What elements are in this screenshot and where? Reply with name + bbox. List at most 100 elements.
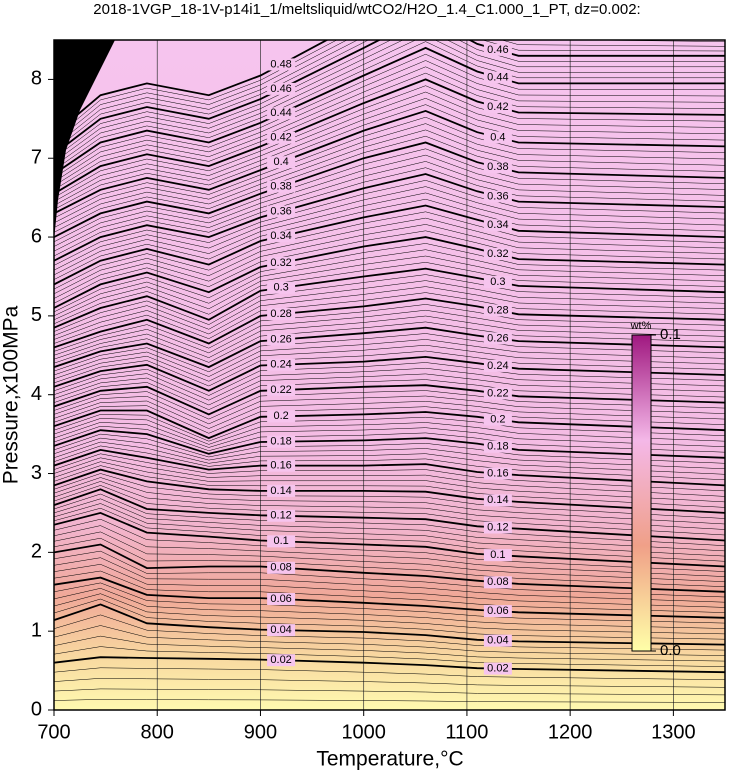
contour-label: 0.44 (270, 107, 291, 119)
contour-label-group: 0.38 (483, 161, 512, 174)
minor-contour (54, 503, 725, 557)
contour-label: 0.06 (487, 605, 508, 617)
contour-label-group: 0.32 (483, 248, 512, 261)
contour-line (54, 40, 329, 136)
contour-label-group: 0.34 (483, 219, 512, 232)
contour-label: 0.16 (270, 460, 291, 472)
contour-label: 0.18 (487, 441, 508, 453)
contour-label: 0.38 (487, 161, 508, 173)
minor-contour (54, 400, 725, 429)
contour-label-bg (483, 332, 512, 345)
contour-label-group: 0.1 (483, 549, 512, 562)
contour-label: 0.12 (487, 521, 508, 533)
minor-contour (54, 154, 725, 247)
contour-label: 0.32 (270, 257, 291, 269)
y-tick-label: 1 (31, 619, 42, 641)
contour-label-bg (483, 248, 512, 261)
contour-label-bg (483, 219, 512, 232)
contour-label: 0.28 (270, 308, 291, 320)
minor-contour (54, 481, 725, 530)
contour-label-group: 0.08 (267, 562, 296, 574)
contour-label-group: 0.06 (267, 593, 296, 606)
minor-contour (54, 91, 725, 202)
contour-label-group: 0.44 (267, 107, 296, 120)
minor-contour (54, 688, 725, 696)
contour-label-group: 0.36 (267, 205, 296, 218)
minor-contour (54, 40, 725, 147)
x-axis-label: Temperature,°C (316, 748, 463, 771)
contour-label-group: 0.12 (483, 521, 512, 534)
contour-label: 0.36 (270, 205, 291, 217)
x-tick-label: 800 (141, 721, 174, 743)
minor-contour (54, 98, 725, 206)
contour-label-bg (483, 304, 512, 317)
contour-label: 0.3 (490, 276, 505, 288)
minor-contour (54, 339, 725, 377)
minor-contour (54, 564, 725, 608)
contour-label-bg (267, 593, 296, 606)
contour-label-bg (267, 410, 296, 423)
contour-label: 0.12 (270, 510, 291, 522)
contour-label-bg (267, 358, 296, 371)
contour-label-group: 0.48 (267, 58, 296, 71)
contour-label-bg (483, 605, 512, 618)
contour-label-group: 0.18 (483, 441, 512, 453)
y-tick-label: 3 (31, 462, 42, 484)
minor-contour (54, 422, 725, 448)
contour-label: 0.38 (270, 181, 291, 193)
contour-label-bg (483, 131, 512, 144)
minor-contour (54, 40, 725, 167)
contour-label: 0.32 (487, 248, 508, 260)
contour-label: 0.2 (273, 410, 288, 422)
contour-label-bg (267, 82, 296, 95)
contour-label-group: 0.3 (483, 276, 512, 288)
contour-label-group: 0.02 (483, 663, 512, 675)
contour-label: 0.06 (270, 593, 291, 605)
minor-contour (54, 477, 725, 525)
minor-contour (54, 280, 725, 336)
minor-contour (54, 593, 725, 635)
contour-label-group: 0.1 (267, 535, 296, 548)
contour-label: 0.22 (487, 387, 508, 399)
contour-label: 0.22 (270, 384, 291, 396)
contour-label-bg (267, 535, 296, 548)
minor-contour (54, 224, 725, 299)
contour-label-group: 0.16 (267, 460, 296, 472)
contour-label: 0.44 (487, 71, 508, 83)
contour-label-group: 0.42 (483, 101, 512, 113)
minor-contour (54, 217, 725, 295)
contour-label-bg (483, 494, 512, 507)
contour-label-bg (483, 101, 512, 113)
minor-contour (54, 678, 725, 688)
minor-contour (54, 161, 725, 252)
minor-contour (54, 60, 725, 183)
minor-contour (54, 699, 725, 703)
contour-label: 0.18 (270, 436, 291, 448)
contour-label-bg (267, 281, 296, 294)
contour-label-group: 0.42 (267, 132, 296, 144)
colorbar-label: wt% (630, 320, 652, 332)
x-tick-label: 1000 (341, 721, 386, 743)
minor-contour (54, 373, 725, 406)
minor-contour (54, 40, 725, 163)
contour-label-group: 0.32 (267, 257, 296, 269)
contour-label-group: 0.46 (267, 82, 296, 95)
y-tick-label: 0 (31, 698, 42, 720)
contour-label-bg (483, 576, 512, 589)
contour-label-group: 0.08 (483, 576, 512, 589)
contour-label: 0.1 (490, 549, 505, 561)
contour-label-bg (267, 107, 296, 120)
x-tick-label: 1200 (548, 721, 593, 743)
plot-area: 0.02 0.02 0.04 0.04 0.06 0.06 0.08 0.08 0.1 0.1 0.… (54, 40, 725, 710)
x-tick-label: 700 (37, 721, 70, 743)
minor-contour (54, 498, 725, 552)
contour-label-bg (267, 333, 296, 346)
contour-label-bg (267, 509, 296, 522)
contour-label-group: 0.28 (483, 304, 512, 317)
contour-label-bg (483, 71, 512, 84)
y-tick-label: 5 (31, 304, 42, 326)
contour-label-bg (267, 205, 296, 218)
contour-label-group: 0.44 (483, 71, 512, 84)
minor-contour (54, 367, 725, 401)
